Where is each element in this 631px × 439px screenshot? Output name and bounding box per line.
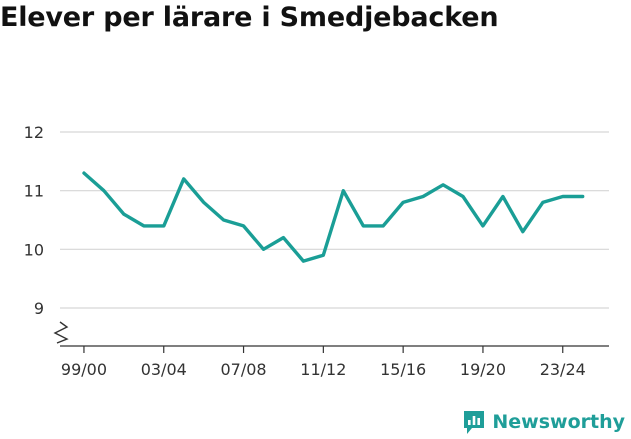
y-tick-label: 10 bbox=[24, 240, 44, 259]
y-tick-label: 12 bbox=[24, 123, 44, 142]
series-line bbox=[82, 171, 585, 263]
newsworthy-logo-icon bbox=[464, 411, 485, 434]
x-tick-label: 15/16 bbox=[380, 360, 426, 379]
chart-title: Elever per lärare i Smedjebacken bbox=[0, 2, 499, 33]
y-tick-label: 11 bbox=[24, 182, 44, 201]
x-tick-label: 03/04 bbox=[141, 360, 187, 379]
axis-break-marker bbox=[53, 321, 69, 344]
x-tick-label: 07/08 bbox=[220, 360, 266, 379]
y-tick-label: 9 bbox=[34, 299, 44, 318]
x-tick-label: 11/12 bbox=[300, 360, 346, 379]
x-tick-label: 23/24 bbox=[540, 360, 586, 379]
brand-name: Newsworthy bbox=[492, 411, 625, 433]
x-tick-label: 99/00 bbox=[61, 360, 107, 379]
x-tick-label: 19/20 bbox=[460, 360, 506, 379]
brand-logo[interactable]: Newsworthy bbox=[462, 409, 625, 435]
